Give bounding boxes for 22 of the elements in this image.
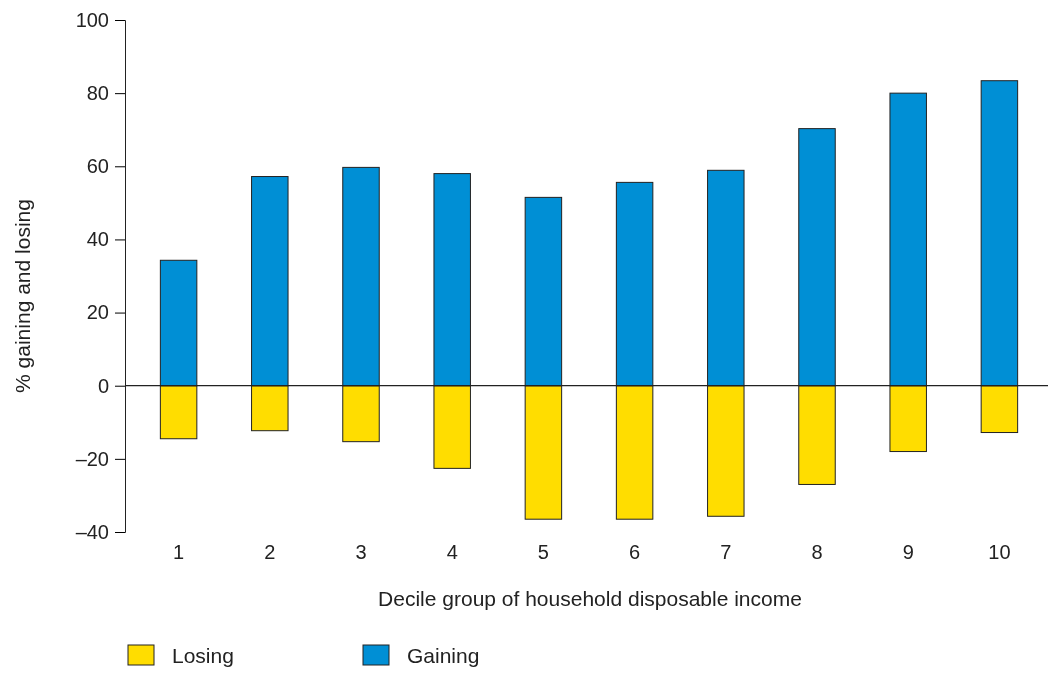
legend-label: Gaining bbox=[407, 644, 480, 667]
y-tick-label: 0 bbox=[97, 374, 109, 397]
x-tick-label: 9 bbox=[902, 541, 914, 563]
x-tick-label: 3 bbox=[355, 541, 367, 563]
x-axis-title: Decile group of household disposable income bbox=[378, 587, 802, 610]
y-tick-label: 100 bbox=[75, 8, 109, 31]
y-tick-label: 80 bbox=[86, 82, 109, 105]
y-tick-label: 40 bbox=[86, 228, 109, 251]
x-tick-label: 7 bbox=[720, 541, 732, 563]
y-axis-title: % gaining and losing bbox=[11, 199, 34, 393]
y-tick-label: 20 bbox=[86, 301, 109, 324]
legend-label: Losing bbox=[172, 644, 234, 667]
x-tick-label: 4 bbox=[446, 541, 458, 563]
y-tick-label: 60 bbox=[86, 155, 109, 178]
x-tick-label: 5 bbox=[537, 541, 549, 563]
x-tick-label: 2 bbox=[264, 541, 276, 563]
x-tick-label: 10 bbox=[988, 541, 1011, 563]
x-tick-label: 8 bbox=[811, 541, 823, 563]
y-tick-label: –40 bbox=[75, 520, 109, 543]
x-tick-label: 1 bbox=[173, 541, 185, 563]
x-tick-label: 6 bbox=[629, 541, 641, 563]
y-tick-label: –20 bbox=[75, 447, 109, 470]
